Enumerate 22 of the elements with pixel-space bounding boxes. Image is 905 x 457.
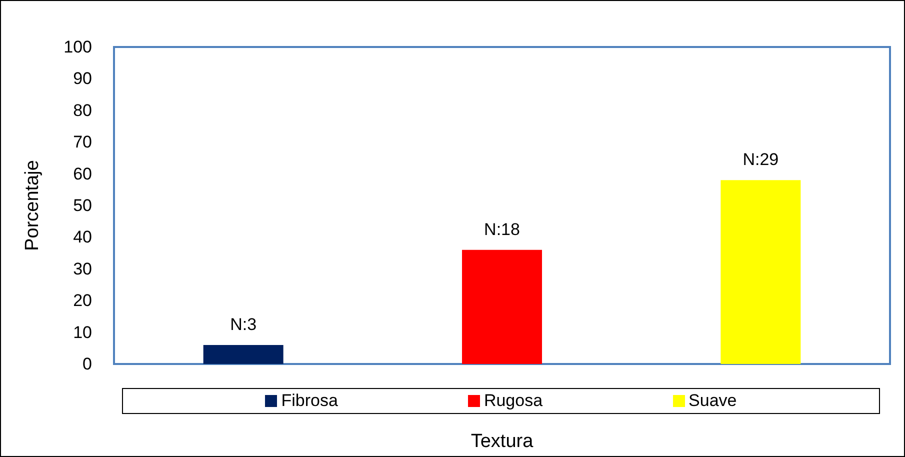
bar — [203, 344, 284, 364]
y-tick-label: 20 — [73, 291, 92, 310]
annotation: N:3 — [230, 314, 257, 334]
x-axis-title: Textura — [470, 431, 534, 452]
y-tick-label: 30 — [73, 259, 92, 278]
y-tick-label: 50 — [73, 196, 92, 215]
bar — [462, 250, 542, 364]
y-tick-label: 0 — [82, 354, 92, 374]
y-tick-label: 40 — [73, 228, 92, 247]
bar — [720, 180, 801, 364]
y-axis-title: Porcentaje — [22, 160, 43, 251]
y-tick-label: 60 — [73, 164, 92, 184]
text: Rugosa — [484, 391, 543, 411]
y-tick-label: 80 — [73, 100, 92, 120]
y-tick-label: 90 — [73, 69, 92, 88]
text: Suave — [688, 391, 737, 411]
annotation: N:18 — [484, 220, 520, 239]
annotation: N:29 — [742, 150, 779, 170]
text: Fibrosa — [281, 391, 338, 411]
y-tick-label: 70 — [73, 132, 92, 152]
y-tick-label: 10 — [73, 322, 92, 342]
y-tick-label: 100 — [64, 38, 92, 56]
